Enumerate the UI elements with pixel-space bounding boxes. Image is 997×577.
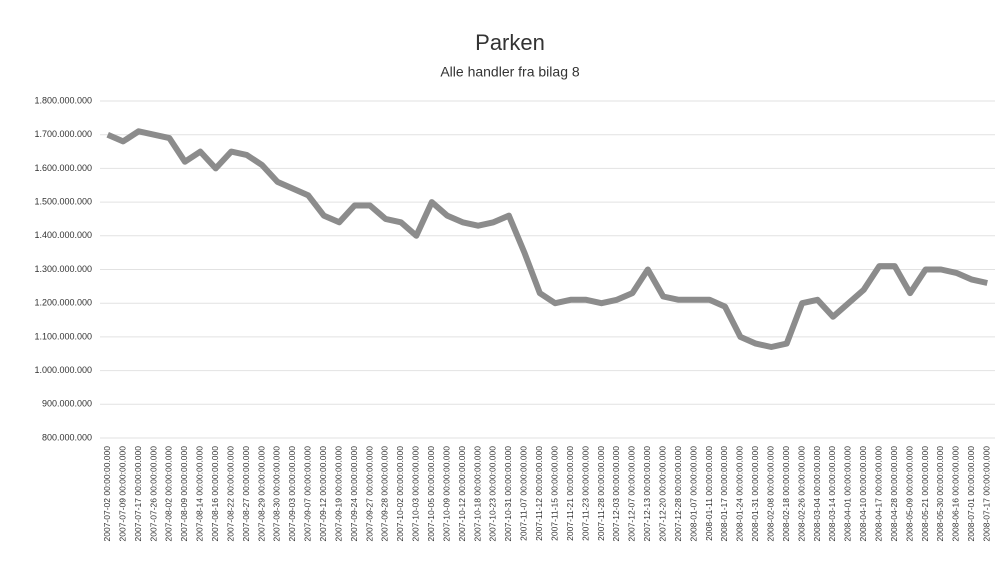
- y-tick-label: 1.700.000.000: [34, 129, 92, 139]
- x-tick-label: 2008-05-09 00:00:00.000: [904, 446, 914, 542]
- x-tick-label: 2008-06-16 00:00:00.000: [951, 446, 961, 542]
- data-line: [106, 128, 988, 350]
- x-tick-label: 2007-10-12 00:00:00.000: [457, 446, 467, 542]
- x-tick-label: 2008-01-17 00:00:00.000: [719, 446, 729, 542]
- x-tick-label: 2007-07-26 00:00:00.000: [148, 446, 158, 542]
- x-tick-label: 2007-09-12 00:00:00.000: [318, 446, 328, 542]
- x-tick-label: 2008-01-11 00:00:00.000: [704, 446, 714, 541]
- x-tick-label: 2007-10-05 00:00:00.000: [426, 446, 436, 542]
- x-tick-label: 2008-07-17 00:00:00.000: [982, 446, 992, 542]
- x-tick-label: 2007-08-16 00:00:00.000: [210, 446, 220, 542]
- x-tick-label: 2007-12-03 00:00:00.000: [611, 446, 621, 542]
- y-tick-label: 1.800.000.000: [34, 95, 92, 105]
- x-tick-label: 2007-10-09 00:00:00.000: [441, 446, 451, 542]
- x-tick-label: 2007-08-30 00:00:00.000: [272, 446, 282, 542]
- x-tick-label: 2008-05-30 00:00:00.000: [935, 446, 945, 542]
- y-tick-label: 1.100.000.000: [34, 331, 92, 341]
- x-tick-label: 2007-08-09 00:00:00.000: [179, 446, 189, 542]
- y-tick-label: 900.000.000: [42, 399, 92, 409]
- x-tick-label: 2007-11-23 00:00:00.000: [580, 446, 590, 541]
- x-tick-label: 2007-10-03 00:00:00.000: [411, 446, 421, 542]
- x-tick-label: 2007-11-28 00:00:00.000: [596, 446, 606, 541]
- x-tick-label: 2007-07-02 00:00:00.000: [102, 446, 112, 542]
- y-tick-label: 800.000.000: [42, 432, 92, 442]
- x-tick-label: 2007-09-28 00:00:00.000: [380, 446, 390, 542]
- x-tick-label: 2007-08-02 00:00:00.000: [164, 446, 174, 542]
- x-tick-label: 2008-07-01 00:00:00.000: [966, 446, 976, 542]
- x-tick-label: 2007-10-18 00:00:00.000: [472, 446, 482, 542]
- x-tick-label: 2007-08-27 00:00:00.000: [241, 446, 251, 542]
- x-tick-label: 2007-10-02 00:00:00.000: [395, 446, 405, 542]
- x-tick-label: 2007-10-31 00:00:00.000: [503, 446, 513, 542]
- x-tick-label: 2008-03-04 00:00:00.000: [812, 446, 822, 542]
- x-tick-label: 2008-01-07 00:00:00.000: [688, 446, 698, 542]
- x-tick-label: 2007-11-21 00:00:00.000: [565, 446, 575, 541]
- x-tick-label: 2008-02-08 00:00:00.000: [766, 446, 776, 542]
- y-tick-label: 1.200.000.000: [34, 298, 92, 308]
- x-tick-label: 2008-04-17 00:00:00.000: [874, 446, 884, 542]
- y-tick-label: 1.500.000.000: [34, 196, 92, 206]
- y-tick-label: 1.600.000.000: [34, 163, 92, 173]
- x-tick-label: 2008-05-21 00:00:00.000: [920, 446, 930, 542]
- x-tick-label: 2008-01-24 00:00:00.000: [735, 446, 745, 542]
- x-tick-label: 2008-04-28 00:00:00.000: [889, 446, 899, 542]
- x-tick-label: 2007-08-29 00:00:00.000: [256, 446, 266, 542]
- chart-title: Parken: [475, 30, 545, 55]
- x-tick-label: 2007-09-27 00:00:00.000: [364, 446, 374, 542]
- x-tick-label: 2007-12-20 00:00:00.000: [657, 446, 667, 542]
- x-tick-label: 2008-01-31 00:00:00.000: [750, 446, 760, 542]
- x-tick-label: 2007-09-03 00:00:00.000: [287, 446, 297, 542]
- x-tick-label: 2008-03-14 00:00:00.000: [827, 446, 837, 542]
- x-tick-label: 2008-02-26 00:00:00.000: [796, 446, 806, 542]
- y-tick-label: 1.300.000.000: [34, 264, 92, 274]
- x-tick-label: 2007-12-13 00:00:00.000: [642, 446, 652, 542]
- x-tick-label: 2007-09-19 00:00:00.000: [333, 446, 343, 542]
- y-tick-label: 1.400.000.000: [34, 230, 92, 240]
- x-tick-label: 2007-09-07 00:00:00.000: [303, 446, 313, 542]
- x-tick-label: 2007-11-12 00:00:00.000: [534, 446, 544, 541]
- x-tick-label: 2008-04-10 00:00:00.000: [858, 446, 868, 542]
- chart-subtitle: Alle handler fra bilag 8: [440, 64, 580, 80]
- x-tick-label: 2007-12-07 00:00:00.000: [627, 446, 637, 542]
- x-tick-label: 2007-09-24 00:00:00.000: [349, 446, 359, 542]
- x-tick-label: 2007-07-09 00:00:00.000: [117, 446, 127, 542]
- x-tick-label: 2007-07-17 00:00:00.000: [133, 446, 143, 542]
- x-tick-label: 2007-11-07 00:00:00.000: [519, 446, 529, 541]
- y-tick-label: 1.000.000.000: [34, 365, 92, 375]
- x-tick-label: 2007-12-28 00:00:00.000: [673, 446, 683, 542]
- x-tick-label: 2007-08-22 00:00:00.000: [225, 446, 235, 542]
- x-tick-label: 2008-02-18 00:00:00.000: [781, 446, 791, 542]
- x-tick-label: 2007-10-23 00:00:00.000: [488, 446, 498, 542]
- x-tick-label: 2007-08-14 00:00:00.000: [195, 446, 205, 542]
- x-tick-label: 2007-11-15 00:00:00.000: [549, 446, 559, 541]
- x-tick-label: 2008-04-01 00:00:00.000: [843, 446, 853, 542]
